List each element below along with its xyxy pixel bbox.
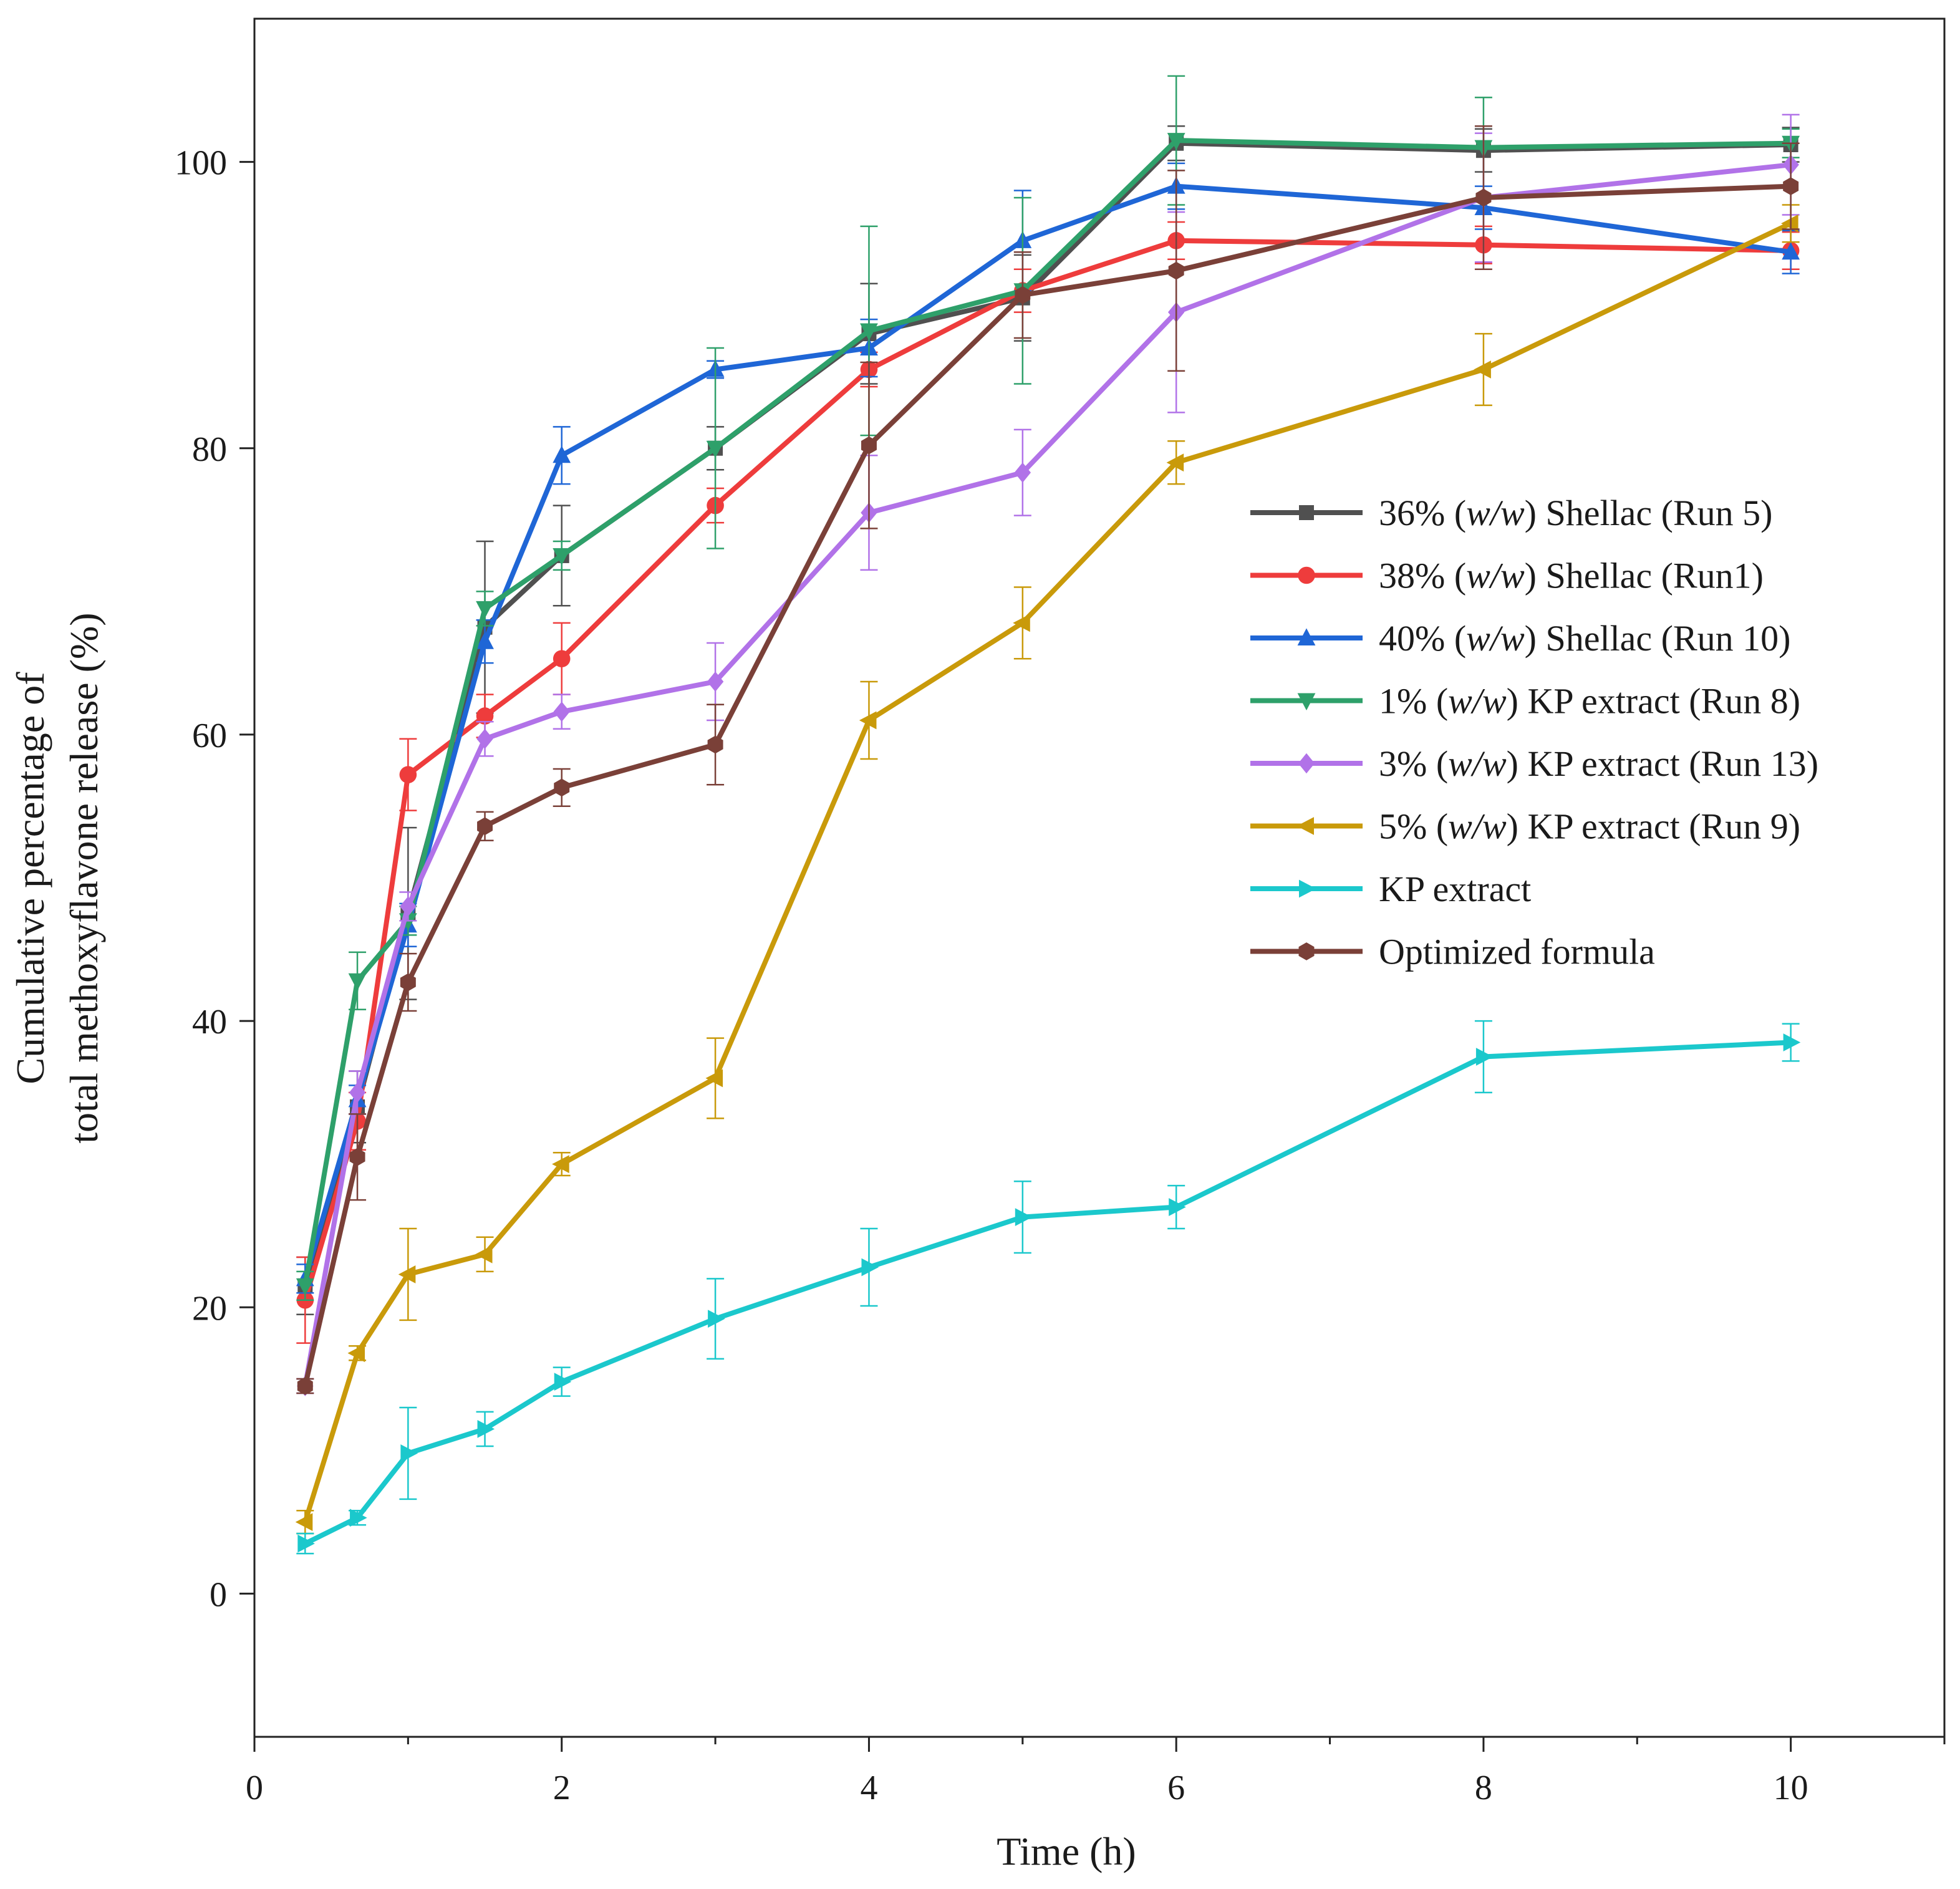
data-point-marker <box>349 1082 366 1103</box>
legend-label: 5% (w/w) KP extract (Run 9) <box>1379 806 1800 847</box>
data-point-marker <box>349 1147 365 1166</box>
data-point-marker <box>400 896 417 917</box>
legend-item: Optimized formula <box>1250 932 1655 972</box>
legend-label: 36% (w/w) Shellac (Run 5) <box>1379 493 1772 533</box>
data-point-marker <box>860 323 878 341</box>
data-point-marker <box>1475 188 1492 207</box>
data-point-marker <box>1169 1198 1186 1216</box>
data-point-marker <box>477 817 493 836</box>
data-point-marker <box>476 707 494 725</box>
data-point-marker <box>476 728 493 750</box>
data-point-marker <box>861 1258 879 1277</box>
x-tick-label: 2 <box>553 1769 571 1807</box>
data-point-marker <box>1299 505 1314 520</box>
data-point-marker <box>348 973 367 991</box>
data-point-marker <box>707 671 724 692</box>
data-point-marker <box>554 778 570 797</box>
data-point-marker <box>296 1278 314 1296</box>
data-point-marker <box>347 1344 365 1363</box>
legend-label: 38% (w/w) Shellac (Run1) <box>1379 556 1764 596</box>
x-tick-label: 4 <box>860 1769 877 1807</box>
data-point-marker <box>297 1377 313 1395</box>
legend-label: 40% (w/w) Shellac (Run 10) <box>1379 618 1790 659</box>
data-point-marker <box>1298 753 1315 774</box>
series-7 <box>296 1020 1801 1555</box>
x-tick-label: 10 <box>1774 1769 1808 1807</box>
data-point-marker <box>399 766 417 783</box>
y-tick-label: 40 <box>192 1003 227 1041</box>
data-point-marker <box>1783 1033 1801 1051</box>
data-point-marker <box>1014 462 1031 483</box>
data-point-marker <box>1474 360 1491 379</box>
data-point-marker <box>553 650 571 668</box>
legend-label: Optimized formula <box>1379 932 1655 972</box>
legend-item: 36% (w/w) Shellac (Run 5) <box>1250 493 1772 533</box>
legend-label: 1% (w/w) KP extract (Run 8) <box>1379 681 1800 722</box>
data-point-marker <box>297 1534 315 1553</box>
y-axis-title: Cumulative percentage of total methoxyfl… <box>8 612 106 1143</box>
data-point-marker <box>1168 261 1184 280</box>
data-point-marker <box>1013 614 1030 632</box>
data-point-marker <box>707 735 723 754</box>
legend: 36% (w/w) Shellac (Run 5) 38% (w/w) Shell… <box>1250 493 1818 972</box>
data-point-marker <box>398 1265 416 1283</box>
y-tick-label: 20 <box>192 1289 227 1328</box>
y-tick-label: 100 <box>175 144 227 183</box>
data-point-marker <box>553 548 571 566</box>
legend-label: 3% (w/w) KP extract (Run 13) <box>1379 743 1818 784</box>
legend-item: 1% (w/w) KP extract (Run 8) <box>1250 681 1800 722</box>
legend-item: 38% (w/w) Shellac (Run1) <box>1250 556 1764 596</box>
data-point-marker <box>1015 286 1031 304</box>
data-point-marker <box>1297 693 1316 711</box>
y-tick-label: 0 <box>210 1575 227 1614</box>
data-point-marker <box>1299 879 1316 898</box>
data-point-marker <box>708 1310 725 1328</box>
data-point-marker <box>477 1419 495 1438</box>
data-point-marker <box>1475 1048 1494 1066</box>
data-point-marker <box>400 1444 418 1462</box>
data-point-marker <box>1296 817 1314 835</box>
data-point-marker <box>859 711 877 730</box>
data-point-marker <box>1015 1208 1033 1227</box>
data-point-marker <box>861 436 877 455</box>
data-point-marker <box>1782 242 1800 260</box>
legend-item: 5% (w/w) KP extract (Run 9) <box>1250 806 1800 847</box>
y-axis-title-line-1: Cumulative percentage of <box>8 672 52 1085</box>
data-point-marker <box>1166 453 1184 472</box>
legend-item: 40% (w/w) Shellac (Run 10) <box>1250 618 1790 659</box>
data-point-marker <box>553 701 570 722</box>
legend-item: 3% (w/w) KP extract (Run 13) <box>1250 743 1818 784</box>
data-point-marker <box>1167 133 1185 150</box>
data-point-marker <box>1298 942 1315 960</box>
data-point-marker <box>295 1513 313 1532</box>
y-tick-label: 60 <box>192 717 227 755</box>
plot-frame <box>253 17 1946 1738</box>
x-tick-label: 8 <box>1475 1769 1492 1807</box>
x-tick-label: 6 <box>1167 1769 1185 1807</box>
data-point-marker <box>553 445 571 463</box>
legend-item: KP extract <box>1250 869 1531 909</box>
data-point-marker <box>350 1509 367 1527</box>
legend-label: KP extract <box>1379 869 1531 909</box>
x-tick-label: 0 <box>246 1769 263 1807</box>
data-point-marker <box>1781 214 1798 233</box>
data-point-marker <box>552 1155 569 1174</box>
x-axis-title: Time (h) <box>997 1829 1136 1873</box>
data-point-marker <box>1297 628 1316 645</box>
data-point-marker <box>554 1373 572 1391</box>
data-point-marker <box>400 973 416 992</box>
series-8 <box>296 125 1800 1395</box>
y-tick-label: 80 <box>192 430 227 469</box>
data-point-marker <box>706 440 725 458</box>
data-point-marker <box>476 632 494 649</box>
data-point-marker <box>1298 566 1315 584</box>
data-point-marker <box>476 601 494 619</box>
data-point-marker <box>705 1069 723 1088</box>
data-point-marker <box>1783 177 1799 196</box>
data-point-marker <box>475 1245 493 1263</box>
y-axis-title-line-2: total methoxyflavone release (%) <box>62 612 106 1143</box>
